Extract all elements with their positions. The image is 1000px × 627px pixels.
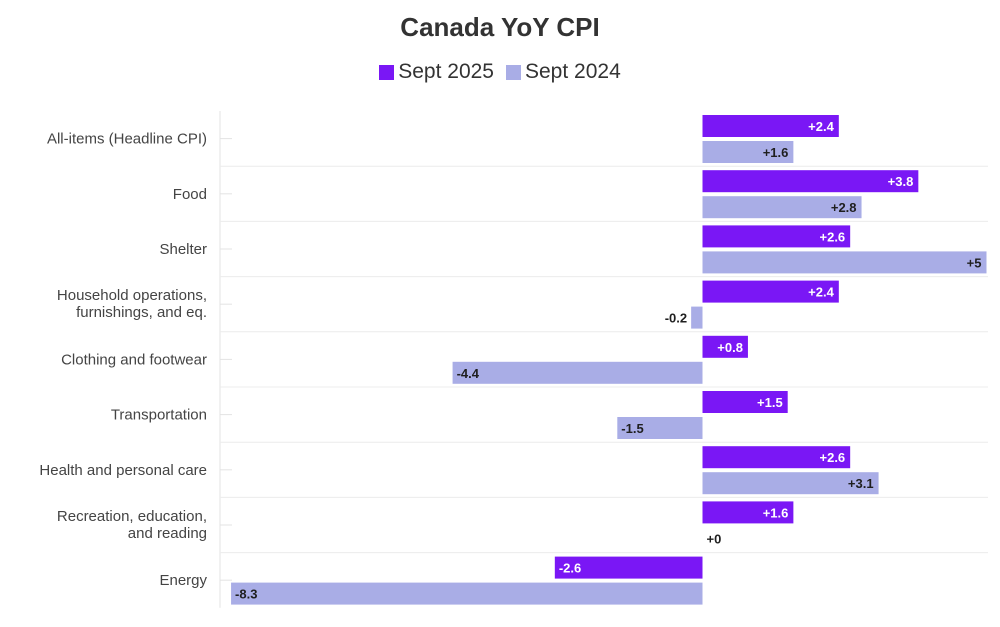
category-label-line: Energy: [159, 572, 207, 589]
category-label-line: Shelter: [159, 241, 207, 258]
bar-sept-2025: [702, 115, 839, 137]
legend-label-sept-2025: Sept 2025: [398, 60, 494, 83]
data-label: +2.4: [808, 285, 834, 300]
data-label: +2.8: [831, 200, 857, 215]
bar-sept-2024: [702, 251, 987, 274]
category-label: Energy: [159, 572, 207, 589]
category-label: Household operations, furnishings, and eq…: [57, 287, 207, 321]
bar-sept-2025: [702, 280, 839, 303]
data-label: -8.3: [235, 587, 257, 602]
data-label: -2.6: [559, 561, 581, 576]
bar-sept-2024: [617, 417, 703, 439]
chart-title: Canada YoY CPI: [400, 12, 600, 42]
category-label-line: furnishings, and eq.: [76, 304, 207, 321]
data-label: +2.6: [820, 229, 846, 244]
data-label: -4.4: [457, 366, 480, 381]
data-label: +3.1: [848, 476, 874, 491]
bar-sept-2025: [702, 446, 851, 469]
category-label-line: Clothing and footwear: [61, 351, 207, 368]
data-label: +3.8: [888, 174, 914, 189]
bar-sept-2025: [702, 501, 794, 524]
data-label: +2.6: [820, 450, 846, 465]
category-label: Food: [173, 186, 207, 203]
legend-item-sept-2024[interactable]: Sept 2024: [506, 60, 621, 84]
data-label: +0.8: [717, 340, 743, 355]
category-label-line: Recreation, education,: [57, 508, 207, 525]
category-label-line: All-items (Headline CPI): [47, 131, 207, 148]
bar-sept-2024: [231, 582, 703, 605]
category-label-line: Household operations,: [57, 287, 207, 304]
bar-sept-2024: [702, 196, 862, 219]
bar-sept-2025: [702, 335, 748, 358]
legend-swatch-sept-2024: [506, 64, 521, 80]
data-label: +1.5: [757, 395, 783, 410]
bar-sept-2024: [702, 141, 794, 163]
data-label: +5: [967, 255, 982, 270]
category-label-line: Food: [173, 186, 207, 203]
bar-sept-2025: [702, 170, 919, 193]
legend-item-sept-2025[interactable]: Sept 2025: [379, 60, 494, 84]
data-label: +2.4: [808, 119, 834, 134]
category-label: Health and personal care: [39, 462, 207, 479]
category-label: Transportation: [111, 407, 207, 424]
data-label: -1.5: [621, 421, 643, 436]
chart-legend: Sept 2025 Sept 2024: [0, 60, 1000, 84]
legend-label-sept-2024: Sept 2024: [525, 60, 621, 83]
category-label: Clothing and footwear: [61, 351, 207, 368]
bar-sept-2025: [554, 556, 703, 579]
data-label: +1.6: [763, 145, 789, 160]
category-label-line: Health and personal care: [39, 462, 207, 479]
bar-sept-2025: [702, 225, 851, 248]
category-label: Recreation, education, and reading: [57, 508, 207, 542]
data-label: +1.6: [763, 505, 789, 520]
category-label-line: Transportation: [111, 407, 207, 424]
bar-sept-2025: [702, 391, 788, 413]
category-label: All-items (Headline CPI): [47, 131, 207, 148]
data-label: -0.2: [665, 311, 687, 326]
data-label: +0: [707, 531, 722, 546]
category-label-line: and reading: [128, 525, 207, 542]
bar-sept-2024: [452, 361, 703, 384]
bar-sept-2024: [691, 306, 703, 329]
legend-swatch-sept-2025: [379, 64, 395, 80]
bar-sept-2024: [702, 472, 879, 495]
category-label: Shelter: [159, 241, 207, 258]
